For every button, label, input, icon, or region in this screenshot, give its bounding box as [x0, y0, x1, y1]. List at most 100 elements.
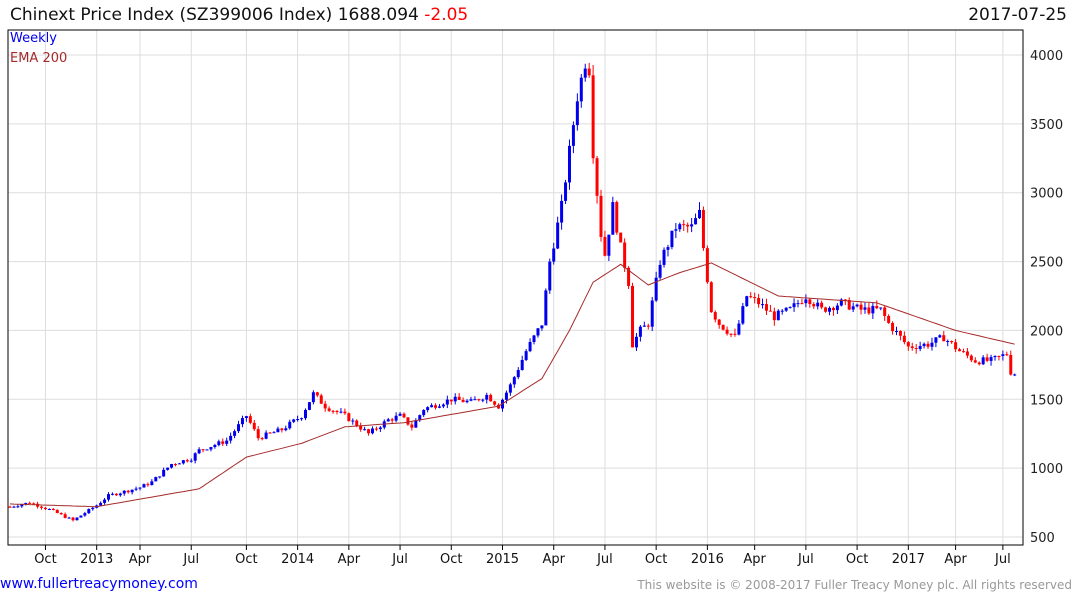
- candle-body: [828, 307, 832, 312]
- candle-body: [162, 469, 166, 477]
- candle-body: [146, 484, 150, 486]
- candle-body: [24, 502, 28, 505]
- candle-body: [445, 399, 449, 405]
- candle-body: [8, 506, 12, 508]
- candle-body: [138, 487, 142, 489]
- candle-body: [875, 305, 879, 309]
- candle-body: [355, 420, 359, 426]
- candle-body: [244, 416, 248, 419]
- candle-body: [835, 305, 839, 311]
- candle-body: [32, 503, 36, 505]
- candle-body: [792, 303, 796, 308]
- x-tick-label: 2013: [80, 552, 113, 567]
- candle-body: [363, 429, 367, 431]
- candle-body: [993, 355, 997, 358]
- candle-body: [103, 499, 107, 503]
- candle-body: [749, 296, 753, 298]
- candle-body: [402, 413, 406, 418]
- chart-date: 2017-07-25: [968, 5, 1067, 25]
- candle-body: [812, 304, 816, 307]
- candle-body: [733, 333, 737, 335]
- candle-body: [469, 399, 473, 401]
- candle-body: [1005, 354, 1009, 356]
- candle-body: [627, 267, 631, 286]
- candle-body: [67, 517, 71, 519]
- candle-body: [71, 517, 75, 521]
- candle-body: [55, 509, 59, 513]
- candle-body: [839, 299, 843, 306]
- candle-body: [587, 68, 591, 76]
- candle-body: [508, 384, 512, 393]
- candle-body: [504, 392, 508, 400]
- candle-body: [1013, 374, 1017, 376]
- candle-body: [327, 408, 331, 411]
- candle-body: [579, 77, 583, 102]
- candle-body: [682, 224, 686, 226]
- candle-body: [260, 438, 264, 440]
- candle-body: [59, 512, 63, 515]
- candle-body: [930, 342, 934, 347]
- candle-body: [950, 340, 954, 343]
- candle-body: [595, 158, 599, 196]
- candle-body: [394, 415, 398, 421]
- candle-body: [867, 307, 871, 314]
- candle-body: [122, 490, 126, 494]
- candle-body: [481, 399, 485, 401]
- candle-body: [650, 300, 654, 327]
- ema-200-line: [9, 262, 1015, 508]
- candle-body: [1001, 354, 1005, 356]
- candle-body: [946, 340, 950, 342]
- candle-body: [800, 303, 804, 305]
- candle-body: [130, 489, 134, 493]
- candle-body: [536, 328, 540, 336]
- x-tick-label: Apr: [743, 552, 766, 567]
- chart-title: Chinext Price Index (SZ399006 Index) 168…: [10, 5, 468, 25]
- candle-body: [646, 325, 650, 327]
- candle-body: [918, 346, 922, 349]
- candle-body: [154, 477, 158, 482]
- candle-body: [319, 395, 323, 404]
- candle-body: [473, 399, 477, 401]
- candle-body: [804, 299, 808, 304]
- candle-body: [603, 236, 607, 256]
- candle-body: [304, 409, 307, 419]
- y-tick-label: 3000: [1030, 187, 1063, 202]
- y-tick-label: 1000: [1030, 462, 1063, 477]
- candle-body: [883, 307, 887, 316]
- candle-body: [898, 331, 902, 336]
- x-tick-label: Jul: [391, 552, 408, 567]
- candle-body: [895, 331, 898, 333]
- candle-body: [583, 68, 587, 78]
- candle-body: [315, 392, 319, 396]
- candle-body: [796, 303, 800, 305]
- candle-body: [780, 310, 784, 312]
- candle-body: [126, 490, 130, 493]
- candle-body: [489, 394, 493, 402]
- y-tick-label: 3500: [1030, 118, 1063, 133]
- candle-body: [414, 420, 418, 428]
- candle-body: [386, 419, 390, 422]
- candle-body: [910, 346, 914, 349]
- candle-body: [118, 493, 122, 496]
- plot-frame: [7, 29, 1024, 546]
- candle-body: [107, 494, 110, 500]
- candle-body: [709, 282, 713, 313]
- candle-body: [240, 418, 244, 425]
- website-link[interactable]: www.fullertreacymoney.com: [0, 576, 198, 592]
- y-tick-label: 2500: [1030, 256, 1063, 271]
- candle-body: [753, 297, 757, 299]
- candle-body: [654, 277, 658, 301]
- candle-body: [757, 297, 761, 305]
- candle-body: [851, 306, 855, 310]
- candle-body: [965, 351, 969, 356]
- candle-body: [1009, 354, 1013, 375]
- candle-body: [300, 418, 304, 420]
- candle-body: [784, 307, 788, 311]
- candle-body: [75, 517, 79, 521]
- candle-body: [288, 421, 292, 429]
- candle-body: [973, 360, 977, 363]
- candle-body: [284, 428, 288, 431]
- candle-body: [166, 467, 170, 470]
- candle-body: [902, 335, 906, 343]
- candle-body: [83, 513, 87, 516]
